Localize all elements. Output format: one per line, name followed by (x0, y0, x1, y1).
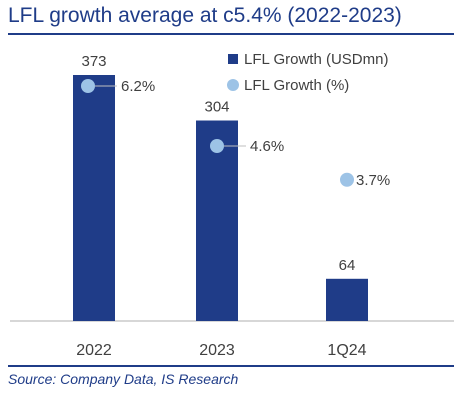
category-label-1Q24: 1Q24 (327, 342, 366, 359)
legend-swatch-pct (227, 79, 239, 91)
percent-label-2023: 4.6% (250, 138, 284, 155)
category-label-2023: 2023 (199, 342, 235, 359)
percent-dot-2022 (81, 79, 95, 93)
bar-label-2023: 304 (204, 99, 229, 116)
dot-leader-lines (95, 85, 246, 147)
category-label-2022: 2022 (76, 342, 112, 359)
title-underline (8, 33, 454, 35)
bar-label-2022: 373 (81, 53, 106, 70)
source-note: Source: Company Data, IS Research (8, 371, 239, 387)
legend-swatch-usdmn (228, 54, 238, 64)
category-labels: 2022 2023 1Q24 (76, 342, 366, 359)
percent-dot-1Q24 (340, 172, 354, 187)
bar-label-1Q24: 64 (339, 257, 356, 274)
bar-2022 (73, 75, 115, 321)
bar-value-labels: 373 304 64 (81, 53, 355, 274)
bar-1Q24 (326, 278, 368, 321)
legend-label-usdmn: LFL Growth (USDmn) (244, 51, 388, 68)
legend-label-pct: LFL Growth (%) (244, 77, 349, 94)
bar-series (73, 75, 368, 321)
chart-title: LFL growth average at c5.4% (2022-2023) (8, 4, 402, 27)
legend: LFL Growth (USDmn) LFL Growth (%) (227, 51, 388, 94)
percent-label-1Q24: 3.7% (356, 172, 390, 189)
percent-label-2022: 6.2% (121, 78, 155, 95)
percent-series (81, 79, 354, 187)
lfl-growth-chart: LFL Growth (USDmn) LFL Growth (%) 373 304… (10, 51, 454, 359)
bar-2023 (196, 120, 238, 321)
percent-dot-2023 (210, 139, 224, 153)
percent-value-labels: 6.2% 4.6% 3.7% (121, 78, 390, 189)
footer-rule (8, 365, 454, 367)
